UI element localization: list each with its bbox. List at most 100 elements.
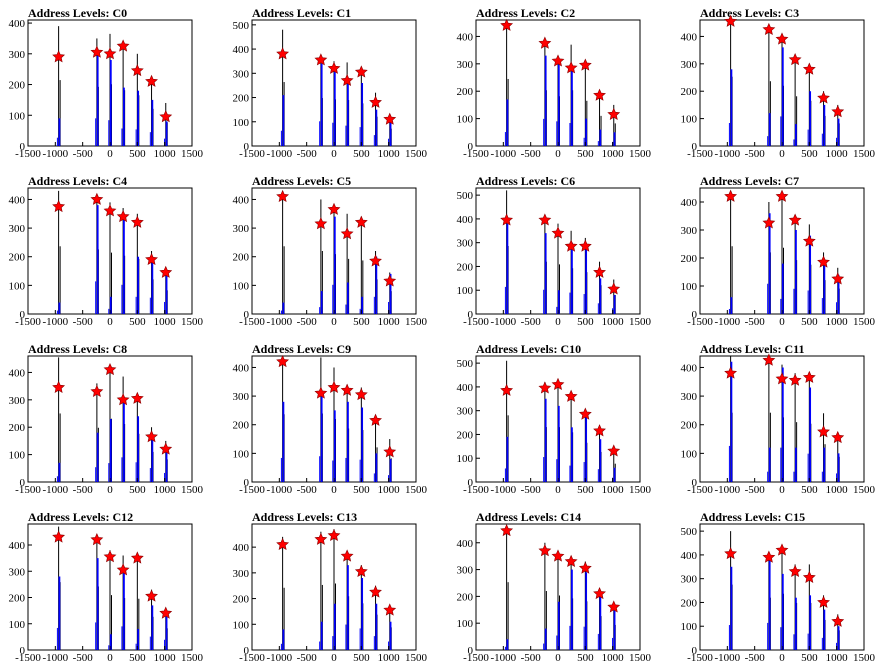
marker-star xyxy=(130,63,144,77)
y-tick-label: 100 xyxy=(681,621,698,633)
y-tick-label: 100 xyxy=(9,450,26,462)
marker-star xyxy=(159,442,173,455)
marker-star xyxy=(340,73,354,87)
marker-star xyxy=(383,445,397,458)
marker-star xyxy=(90,192,104,205)
marker-star xyxy=(788,564,802,578)
y-tick-label: 500 xyxy=(457,190,474,202)
marker-star xyxy=(500,383,514,396)
y-tick-label: 400 xyxy=(9,540,26,552)
marker-star xyxy=(762,353,776,366)
y-tick-label: 400 xyxy=(457,214,474,226)
marker-star xyxy=(564,389,578,402)
x-tick-label: -500 xyxy=(73,652,94,664)
y-tick-label: 400 xyxy=(681,31,698,43)
y-tick-label: 200 xyxy=(233,420,250,432)
x-tick-label: 1000 xyxy=(378,652,401,664)
marker-star xyxy=(116,209,130,223)
x-tick-label: 0 xyxy=(555,484,561,496)
x-tick-label: 1000 xyxy=(602,316,625,328)
x-tick-label: 1000 xyxy=(826,148,849,160)
marker-star xyxy=(116,393,130,406)
x-tick-label: 1500 xyxy=(181,148,204,160)
marker-star xyxy=(551,226,565,239)
y-tick-label: 100 xyxy=(457,618,474,630)
marker-star xyxy=(314,532,328,545)
x-tick-label: -1000 xyxy=(42,148,68,160)
marker-star xyxy=(130,551,144,564)
marker-star xyxy=(354,65,368,78)
x-tick-label: 1000 xyxy=(602,652,625,664)
y-tick-label: 300 xyxy=(457,59,474,71)
y-tick-label: 200 xyxy=(233,252,250,264)
marker-star xyxy=(159,265,173,278)
x-tick-label: 1000 xyxy=(154,316,177,328)
x-tick-label: 0 xyxy=(331,148,337,160)
y-tick-label: 300 xyxy=(9,49,26,61)
marker-star xyxy=(538,381,552,394)
chart-panel-address-levels-c2: Address Levels: C2-1500 -1000 -500 0 500 1000… xyxy=(457,6,652,160)
marker-star xyxy=(578,561,592,574)
x-tick-label: 0 xyxy=(107,316,113,328)
x-tick-label: -1500 xyxy=(463,652,489,664)
y-tick-label: 0 xyxy=(20,645,26,657)
chart-panel-address-levels-c11: Address Levels: C11 -1500 -1000 -500 0 500 100… xyxy=(681,342,876,496)
y-tick-label: 100 xyxy=(9,110,26,122)
y-tick-label: 300 xyxy=(457,238,474,250)
y-tick-label: 100 xyxy=(681,448,698,460)
marker-star xyxy=(788,213,802,226)
marker-star xyxy=(276,189,290,203)
y-tick-label: 100 xyxy=(233,280,250,292)
chart-title: Address Levels: C5 xyxy=(252,174,351,188)
x-tick-label: 1000 xyxy=(154,652,177,664)
x-tick-label: 0 xyxy=(779,316,785,328)
marker-star xyxy=(724,546,738,560)
marker-star xyxy=(831,105,845,118)
marker-star xyxy=(52,380,66,393)
x-tick-label: 500 xyxy=(577,652,594,664)
x-tick-label: -1000 xyxy=(266,316,292,328)
marker-star xyxy=(500,213,514,226)
marker-star xyxy=(327,528,341,542)
x-tick-label: 1000 xyxy=(378,148,401,160)
marker-star xyxy=(593,88,606,101)
x-tick-label: 0 xyxy=(555,316,561,328)
x-tick-label: 500 xyxy=(129,148,146,160)
marker-star xyxy=(551,54,565,67)
marker-star xyxy=(116,39,130,52)
x-tick-label: 500 xyxy=(353,316,370,328)
y-tick-label: 300 xyxy=(681,574,698,586)
marker-star xyxy=(578,239,592,252)
x-tick-label: 1500 xyxy=(853,484,876,496)
marker-star xyxy=(314,53,328,66)
x-tick-label: 500 xyxy=(129,484,146,496)
x-tick-label: -1500 xyxy=(687,652,713,664)
marker-star xyxy=(775,372,789,385)
marker-star xyxy=(551,377,565,390)
y-tick-label: 300 xyxy=(681,59,698,71)
x-tick-label: 1500 xyxy=(629,652,652,664)
y-tick-label: 300 xyxy=(9,223,26,235)
marker-star xyxy=(383,112,397,125)
chart-title: Address Levels: C6 xyxy=(476,174,575,188)
x-tick-label: 500 xyxy=(801,652,818,664)
x-tick-label: 1000 xyxy=(826,652,849,664)
x-tick-label: -500 xyxy=(521,652,542,664)
marker-star xyxy=(340,227,354,240)
y-tick-label: 0 xyxy=(244,141,250,153)
marker-star xyxy=(103,362,117,376)
x-tick-label: -1500 xyxy=(15,484,41,496)
x-tick-label: -1500 xyxy=(463,148,489,160)
x-tick-label: 1500 xyxy=(405,148,428,160)
chart-title: Address Levels: C2 xyxy=(476,6,575,20)
y-tick-label: 300 xyxy=(457,406,474,418)
y-tick-label: 200 xyxy=(681,420,698,432)
y-tick-label: 0 xyxy=(244,309,250,321)
marker-star xyxy=(817,255,830,268)
marker-star xyxy=(340,549,354,562)
x-tick-label: 1500 xyxy=(181,484,204,496)
x-tick-label: 500 xyxy=(577,484,594,496)
x-tick-label: -1000 xyxy=(490,316,516,328)
y-tick-label: 500 xyxy=(681,526,698,538)
